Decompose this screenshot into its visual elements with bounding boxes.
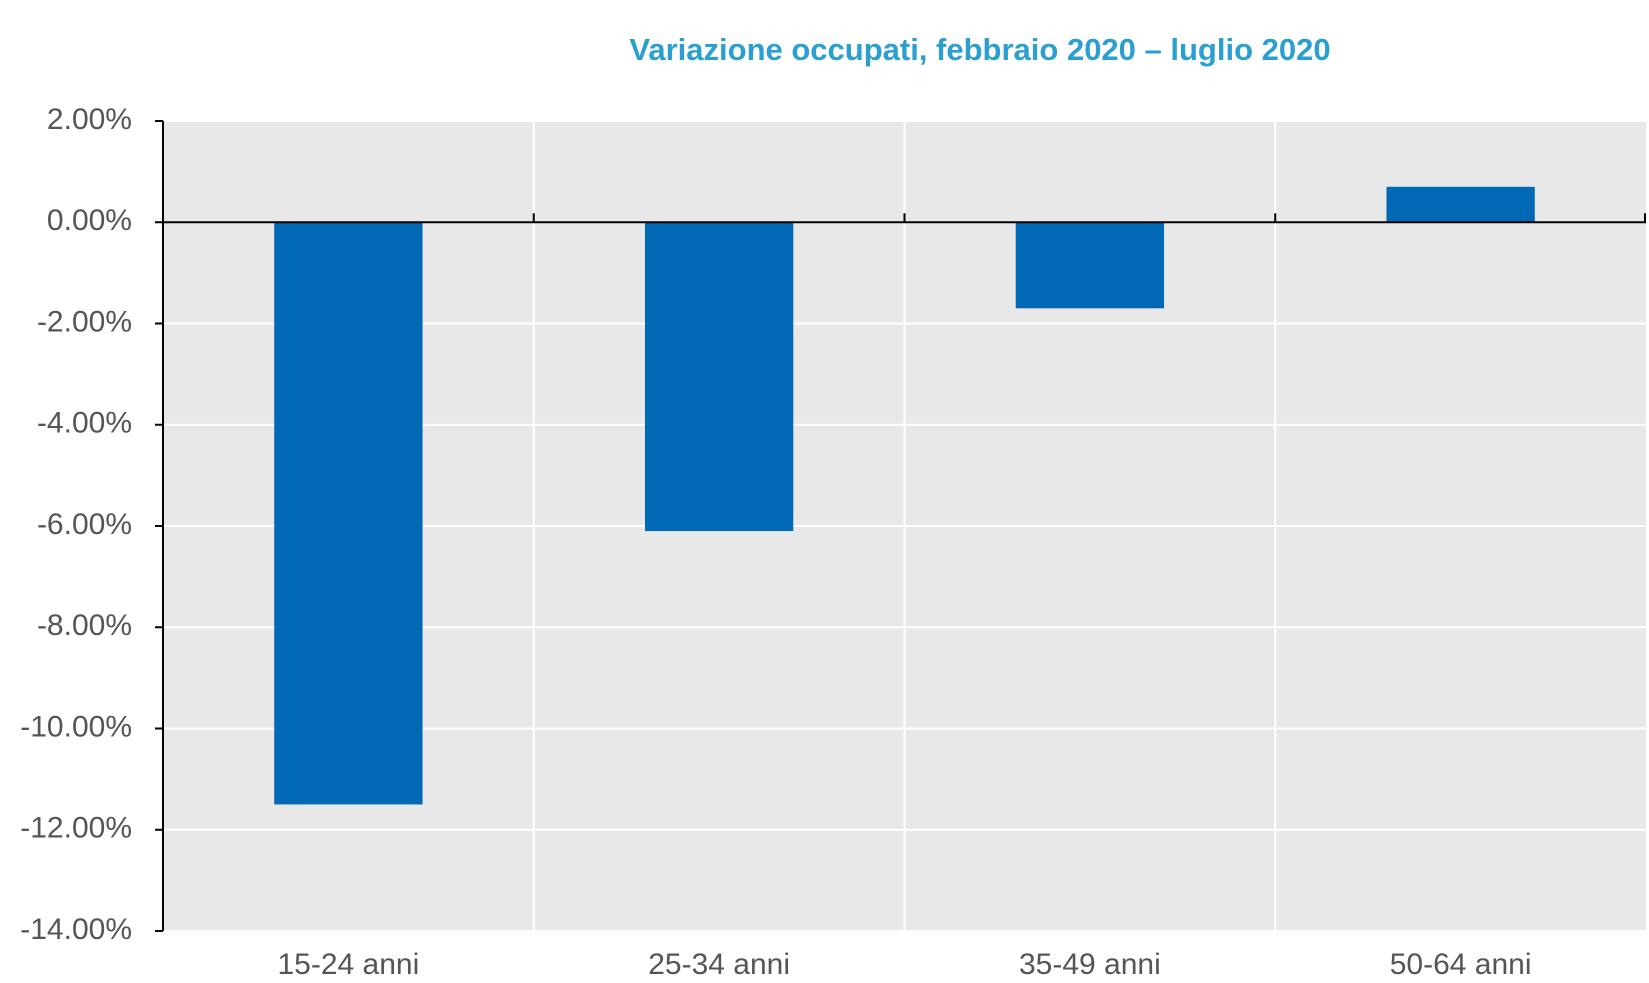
y-tick-label: -8.00% <box>37 609 132 642</box>
y-tick-label: -4.00% <box>37 407 132 440</box>
y-tick-label: -10.00% <box>20 710 132 743</box>
x-tick-label: 15-24 anni <box>277 948 419 981</box>
y-tick-label: -2.00% <box>37 305 132 338</box>
bar <box>274 222 423 805</box>
bar <box>1015 222 1165 309</box>
bar <box>1386 186 1535 223</box>
bar <box>644 222 794 532</box>
x-tick-label: 50-64 anni <box>1390 948 1532 981</box>
x-tick-label: 25-34 anni <box>648 948 790 981</box>
y-tick-label: -6.00% <box>37 508 132 541</box>
y-tick-label: 2.00% <box>47 103 132 136</box>
x-tick-label: 35-49 anni <box>1019 948 1161 981</box>
y-tick-label: -12.00% <box>20 812 132 845</box>
chart-title: Variazione occupati, febbraio 2020 – lug… <box>629 32 1330 67</box>
y-tick-label: 0.00% <box>47 204 132 237</box>
y-tick-label: -14.00% <box>20 913 132 946</box>
